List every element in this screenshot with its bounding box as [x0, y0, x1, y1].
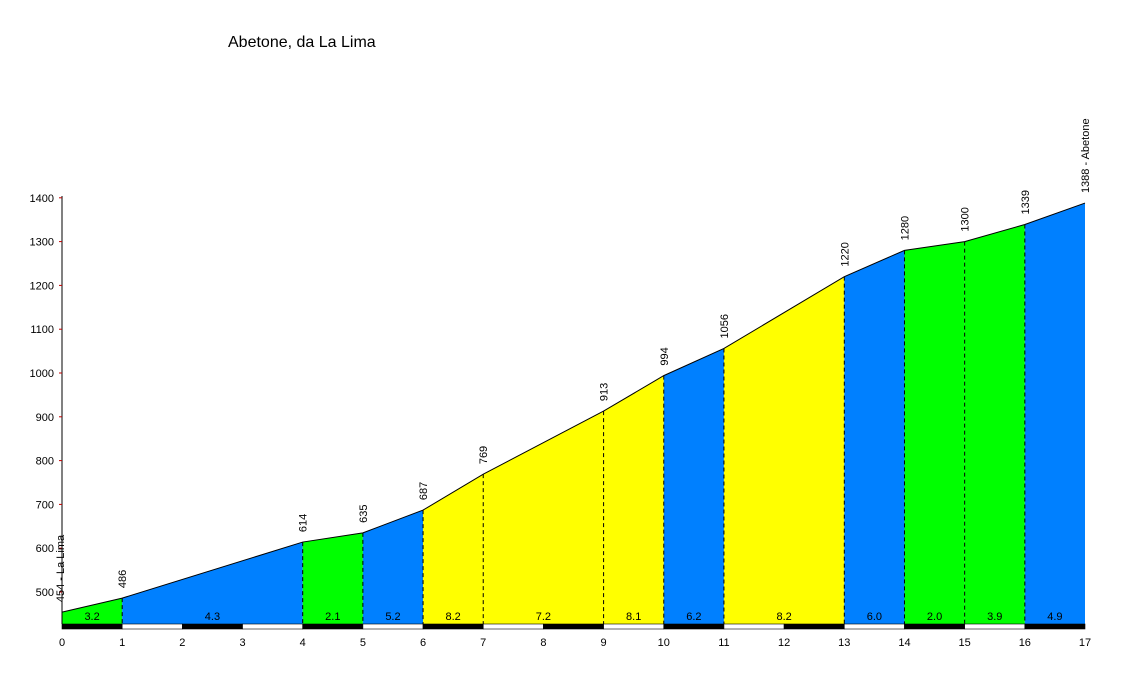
- km-bar-block: [61, 623, 123, 630]
- km-bar-block: [302, 623, 364, 630]
- km-bar-block: [482, 623, 544, 630]
- altitude-label: 1220: [839, 242, 851, 266]
- x-tick-label: 7: [480, 637, 486, 649]
- km-bar-block: [904, 623, 965, 630]
- km-bar-block: [242, 623, 304, 630]
- altitude-label: 1388 - Abetone: [1080, 118, 1092, 193]
- x-tick-label: 5: [360, 637, 366, 649]
- gradient-segment: [62, 598, 123, 624]
- profile-line: [61, 202, 1086, 613]
- altitude-label: 486: [117, 570, 129, 588]
- x-tick-label: 8: [540, 637, 546, 649]
- x-tick-label: 9: [601, 637, 607, 649]
- gradient-label: 7.2: [536, 611, 551, 623]
- km-bar-block: [723, 623, 785, 630]
- y-tick-label: 1100: [30, 324, 54, 336]
- y-tick-label: 800: [36, 456, 54, 468]
- gradient-label: 3.2: [84, 611, 99, 623]
- altitude-label: 994: [659, 347, 671, 365]
- y-tick-label: 1200: [30, 280, 54, 292]
- altitude-label: 635: [358, 505, 370, 523]
- altitude-label: 1339: [1020, 190, 1032, 214]
- altitude-label: 769: [478, 446, 490, 464]
- x-tick-label: 14: [898, 637, 910, 649]
- gradient-label: 8.2: [776, 611, 791, 623]
- gradient-label: 2.0: [927, 611, 942, 623]
- altitude-label: 454 - La Lima: [55, 534, 67, 602]
- altitude-label: 913: [599, 383, 611, 401]
- chart-title: Abetone, da La Lima: [228, 34, 376, 51]
- gradient-label: 4.3: [205, 611, 220, 623]
- gradient-label: 2.1: [325, 611, 340, 623]
- km-bar-block: [843, 623, 905, 630]
- km-bar-block: [422, 623, 484, 630]
- x-tick-label: 16: [1019, 637, 1031, 649]
- gradient-label: 5.2: [385, 611, 400, 623]
- y-tick-label: 900: [36, 412, 54, 424]
- x-tick-label: 15: [959, 637, 971, 649]
- altitude-label: 1056: [719, 314, 731, 338]
- y-tick-label: 1400: [30, 193, 54, 205]
- gradient-segment: [362, 510, 424, 624]
- gradient-label: 6.0: [867, 611, 882, 623]
- altitude-label: 687: [418, 482, 430, 500]
- gradient-segment: [122, 542, 303, 624]
- x-tick-label: 3: [239, 637, 245, 649]
- x-tick-label: 6: [420, 637, 426, 649]
- x-tick-label: 13: [838, 637, 850, 649]
- km-bar-block: [1024, 623, 1086, 630]
- gradient-segment: [663, 348, 724, 624]
- y-tick-label: 1000: [30, 368, 54, 380]
- y-tick-label: 600: [36, 543, 54, 555]
- y-tick-label: 1300: [30, 237, 54, 249]
- x-tick-label: 11: [718, 637, 729, 649]
- y-tick-label: 500: [36, 587, 54, 599]
- altitude-label: 1280: [899, 216, 911, 240]
- gradient-segment: [904, 241, 965, 624]
- x-tick-label: 0: [59, 637, 65, 649]
- km-bar-block: [543, 623, 604, 630]
- y-tick-label: 700: [36, 499, 54, 511]
- km-bar-block: [182, 623, 243, 630]
- km-bar-block: [783, 623, 845, 630]
- km-bar-block: [964, 623, 1026, 630]
- x-tick-label: 4: [300, 637, 306, 649]
- gradient-segment: [844, 250, 905, 625]
- x-tick-label: 10: [658, 637, 670, 649]
- gradient-segment: [1024, 203, 1085, 624]
- km-bar-block: [603, 623, 665, 630]
- gradient-label: 6.2: [686, 611, 701, 623]
- gradient-segment: [964, 224, 1025, 624]
- gradient-label: 8.2: [445, 611, 460, 623]
- x-tick-label: 12: [778, 637, 790, 649]
- x-tick-label: 2: [179, 637, 185, 649]
- km-bar-block: [663, 623, 725, 630]
- x-tick-label: 17: [1079, 637, 1091, 649]
- gradient-label: 8.1: [626, 611, 641, 623]
- altitude-label: 1300: [960, 207, 972, 231]
- x-tick-label: 1: [119, 637, 125, 649]
- gradient-label: 3.9: [987, 611, 1002, 623]
- gradient-segment: [302, 532, 363, 624]
- gradient-label: 4.9: [1047, 611, 1062, 623]
- km-bar-block: [121, 623, 183, 630]
- gradient-segment: [603, 375, 664, 624]
- km-bar-block: [362, 623, 424, 630]
- gradient-segment: [423, 474, 484, 624]
- gradient-segment: [723, 276, 845, 624]
- altitude-label: 614: [298, 514, 310, 532]
- gradient-segment: [483, 411, 604, 624]
